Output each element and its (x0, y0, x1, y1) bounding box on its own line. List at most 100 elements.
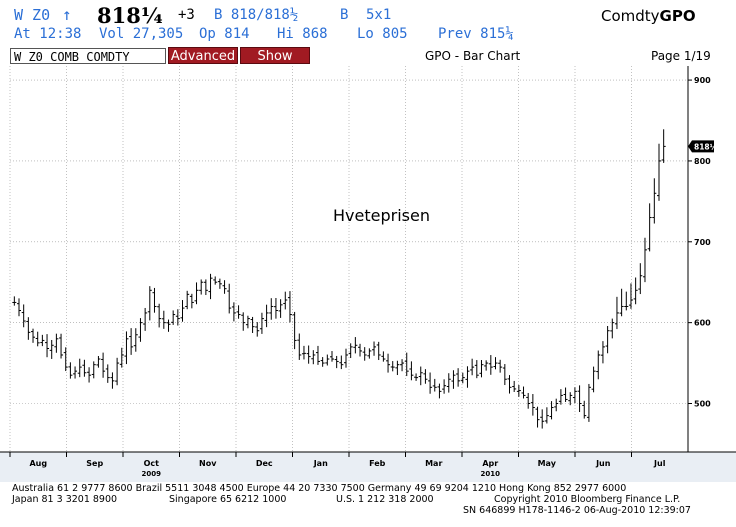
low-price: Lo 805 (357, 26, 408, 42)
brand-label: ComdtyGPO (601, 7, 696, 25)
footer-copyright: Copyright 2010 Bloomberg Finance L.P. (494, 494, 681, 505)
ohlc-bar (161, 310, 166, 329)
y-tick-label: 700 (694, 238, 711, 247)
ohlc-bar (437, 383, 442, 399)
ohlc-bar (628, 283, 633, 309)
ohlc-bar (470, 358, 475, 376)
ohlc-bar (549, 401, 554, 420)
footer-phones-line1: Australia 61 2 9777 8600 Brazil 5511 304… (12, 483, 627, 494)
advanced-button[interactable]: Advanced (168, 47, 238, 64)
volume: Vol 27,305 (99, 26, 184, 42)
security-field[interactable]: W Z0 COMB COMDTY (10, 48, 166, 64)
ohlc-bar (390, 361, 395, 372)
ohlc-bar (82, 359, 87, 377)
ohlc-bar (456, 368, 461, 387)
ohlc-bar (147, 286, 152, 321)
high-price: Hi 868 (277, 26, 328, 42)
price-flag (688, 140, 714, 153)
ohlc-bar (633, 277, 638, 305)
ohlc-bar (35, 331, 40, 347)
ohlc-bar (110, 372, 115, 389)
year-label: 2009 (142, 470, 162, 478)
ohlc-bar (315, 345, 320, 365)
chart-annotation: Hveteprisen (333, 206, 430, 225)
ohlc-bar (49, 339, 54, 359)
ohlc-bar (362, 347, 367, 361)
ohlc-bar (502, 364, 507, 386)
page-indicator[interactable]: Page 1/19 (651, 49, 711, 63)
footer: Australia 61 2 9777 8600 Brazil 5511 304… (0, 481, 736, 527)
ohlc-bar (325, 354, 330, 366)
ohlc-bar (245, 315, 250, 329)
ohlc-bar (596, 350, 601, 380)
ohlc-bar (372, 341, 377, 356)
ohlc-bar (12, 296, 17, 306)
ohlc-bar (231, 302, 236, 322)
ohlc-bar (236, 305, 241, 319)
ohlc-bar (577, 385, 582, 413)
ohlc-bar (292, 311, 297, 350)
ohlc-bar (591, 366, 596, 393)
grid-lines (9, 66, 688, 452)
x-tick-label: Dec (256, 459, 273, 468)
ohlc-bar (661, 129, 666, 163)
x-tick-label: Oct (144, 459, 160, 468)
price-change: +3 (178, 7, 195, 23)
ohlc-bar (105, 364, 110, 383)
ohlc-bar (404, 352, 409, 377)
ohlc-bar (624, 291, 629, 311)
ohlc-bar (124, 331, 129, 365)
ticker[interactable]: W Z0 (14, 6, 51, 24)
ohlc-bar (250, 316, 255, 333)
ohlc-bar (498, 359, 503, 373)
ohlc-bar (166, 319, 171, 332)
ohlc-bar (544, 407, 549, 424)
ohlc-bar (297, 333, 302, 360)
ohlc-bar (213, 276, 218, 285)
ohlc-bar (568, 392, 573, 406)
ohlc-bar (87, 367, 92, 383)
ohlc-bar (259, 312, 264, 334)
ohlc-bar (428, 372, 433, 394)
ohlc-bar (143, 307, 148, 331)
ohlc-bar (638, 263, 643, 295)
price-bars (12, 129, 666, 429)
ohlc-bar (540, 409, 545, 429)
footer-phone-us: U.S. 1 212 318 2000 (336, 494, 434, 505)
ohlc-bar (283, 291, 288, 310)
ohlc-bar (31, 328, 36, 343)
ohlc-bar (54, 333, 59, 353)
x-tick-label: Sep (86, 459, 103, 468)
ohlc-bar (334, 355, 339, 369)
bar-chart: 500 600 700 800 900 818¼ Aug Sep Oct Nov Dec Jan Fe… (0, 66, 736, 482)
ohlc-bar (68, 362, 73, 379)
ohlc-bar (479, 360, 484, 378)
ohlc-bar (264, 304, 269, 328)
footer-serial: SN 646899 H178-1146-2 06-Aug-2010 12:39:… (463, 505, 691, 516)
bid-ask: B 818/818½ (214, 7, 299, 23)
ohlc-bar (194, 282, 199, 305)
footer-phone-singapore: Singapore 65 6212 1000 (169, 494, 287, 505)
ohlc-bar (605, 325, 610, 354)
y-axis: 500 600 700 800 900 818¼ (687, 66, 718, 452)
ohlc-bar (423, 369, 428, 384)
x-axis: Aug Sep Oct Nov Dec Jan Feb Mar Apr May Jun Jul 2009… (0, 451, 736, 482)
ohlc-bar (189, 293, 194, 309)
ohlc-bar (344, 348, 349, 368)
ohlc-bar (656, 143, 661, 201)
ohlc-bar (101, 352, 106, 378)
ohlc-bar (526, 393, 531, 409)
ohlc-bar (157, 303, 162, 328)
ohlc-bar (530, 394, 535, 416)
ohlc-bar (152, 287, 157, 313)
ohlc-bar (278, 299, 283, 318)
ohlc-bar (381, 351, 386, 362)
ohlc-bar (600, 341, 605, 364)
ohlc-bar (358, 343, 363, 357)
ohlc-bar (512, 380, 517, 392)
ohlc-bar (558, 389, 563, 405)
ohlc-bar (353, 337, 358, 354)
ohlc-bar (460, 372, 465, 384)
ohlc-bar (647, 203, 652, 252)
show-button[interactable]: Show (240, 47, 310, 64)
